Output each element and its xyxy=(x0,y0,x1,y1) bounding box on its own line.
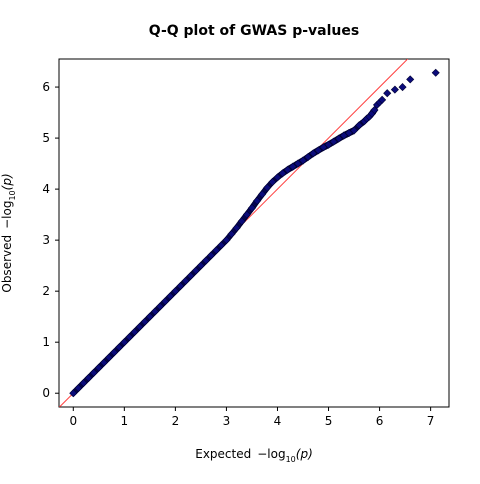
data-point xyxy=(156,302,165,311)
data-point xyxy=(196,261,205,270)
data-point xyxy=(350,126,359,135)
data-point xyxy=(161,297,170,306)
data-point xyxy=(304,152,313,161)
data-point xyxy=(94,363,103,372)
data-point xyxy=(222,236,231,245)
data-point xyxy=(140,317,149,326)
data-point xyxy=(355,121,364,130)
data-point xyxy=(378,95,387,104)
data-point xyxy=(212,246,221,255)
data-point xyxy=(247,203,256,213)
data-point xyxy=(288,162,297,171)
data-point xyxy=(79,378,88,388)
data-point xyxy=(89,368,98,377)
data-point xyxy=(253,196,262,205)
y-tick-label: 6 xyxy=(42,80,50,94)
y-axis-label: Observed−log10(p) xyxy=(0,173,17,292)
data-point xyxy=(268,177,277,186)
plot-frame xyxy=(58,58,450,408)
x-tick-label: 7 xyxy=(427,414,435,428)
data-point xyxy=(242,210,251,219)
data-point xyxy=(145,312,154,321)
data-point xyxy=(171,287,180,296)
data-point xyxy=(74,384,83,393)
data-point xyxy=(191,266,200,275)
data-point xyxy=(383,89,392,98)
data-point xyxy=(329,137,338,146)
data-point xyxy=(125,333,134,342)
data-point xyxy=(334,134,343,143)
x-tick-label: 1 xyxy=(121,414,129,428)
data-point xyxy=(207,251,216,260)
y-axis: 0 1 2 3 4 5 6 xyxy=(42,80,59,400)
chart-title: Q-Q plot of GWAS p-values xyxy=(149,23,359,39)
data-point xyxy=(237,217,246,226)
y-tick-label: 5 xyxy=(42,131,50,145)
data-point xyxy=(283,165,292,174)
y-tick-label: 0 xyxy=(42,386,50,400)
x-tick-label: 3 xyxy=(223,414,231,428)
data-point xyxy=(110,348,119,357)
y-tick-label: 4 xyxy=(42,182,50,196)
data-point xyxy=(273,173,282,182)
data-point xyxy=(398,83,407,92)
data-point xyxy=(150,307,159,316)
data-point xyxy=(370,106,379,115)
data-point xyxy=(166,292,175,301)
data-point xyxy=(130,327,139,337)
data-point xyxy=(84,373,93,382)
data-point xyxy=(217,241,226,250)
y-tick-label: 2 xyxy=(42,284,50,298)
data-point xyxy=(324,140,333,149)
x-tick-label: 2 xyxy=(172,414,180,428)
data-point xyxy=(69,389,78,398)
data-point xyxy=(339,131,348,140)
data-point xyxy=(120,338,129,347)
plot-area xyxy=(59,59,440,407)
y-tick-label: 3 xyxy=(42,233,50,247)
data-point xyxy=(99,358,108,367)
data-point xyxy=(390,85,399,94)
x-axis-label: Expected −log10(p) xyxy=(195,447,313,464)
data-point xyxy=(406,75,415,84)
data-point xyxy=(227,229,236,239)
data-point xyxy=(431,68,440,77)
x-tick-label: 6 xyxy=(376,414,384,428)
x-tick-label: 5 xyxy=(325,414,333,428)
data-point xyxy=(181,276,190,285)
x-tick-label: 4 xyxy=(274,414,282,428)
y-tick-label: 1 xyxy=(42,335,50,349)
x-tick-label: 0 xyxy=(69,414,77,428)
data-point xyxy=(258,190,267,199)
data-point xyxy=(293,159,302,168)
data-point xyxy=(314,146,323,155)
data-point xyxy=(309,149,318,158)
data-point xyxy=(115,343,124,352)
data-point xyxy=(176,282,185,291)
data-point xyxy=(201,256,211,265)
data-point xyxy=(298,156,308,165)
data-point xyxy=(278,169,287,178)
data-point xyxy=(344,128,353,138)
data-point xyxy=(105,353,114,362)
data-point xyxy=(319,143,328,152)
data-point xyxy=(135,322,144,331)
data-point xyxy=(186,271,195,280)
x-axis: 0 1 2 3 4 5 6 7 xyxy=(69,407,434,428)
data-point xyxy=(263,183,272,192)
data-point xyxy=(232,223,241,232)
